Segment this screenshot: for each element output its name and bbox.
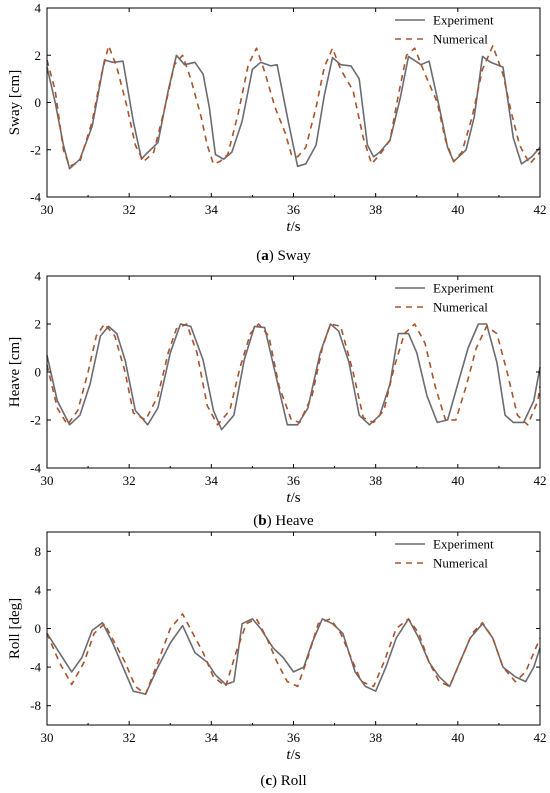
x-tick-label: 30 [41, 202, 54, 217]
panel-caption: (b) Heave [253, 513, 314, 529]
x-tick-label: 42 [534, 730, 547, 745]
x-axis-label-unit: /s [291, 219, 301, 235]
y-tick-label: 8 [35, 544, 42, 559]
y-tick-label: 2 [35, 48, 42, 63]
y-tick-label: 0 [35, 95, 42, 110]
x-tick-label: 36 [287, 730, 301, 745]
caption-tag: ( [253, 513, 258, 529]
y-tick-label: -2 [30, 142, 41, 157]
x-axis-label-unit: /s [291, 490, 301, 506]
x-tick-label: 40 [451, 730, 464, 745]
caption-close: ) [267, 513, 272, 529]
y-axis-label: Heave [cm] [7, 337, 23, 407]
caption-close: ) [272, 773, 277, 789]
series-line-experiment [46, 618, 541, 695]
y-axis-label: Sway [cm] [7, 70, 23, 135]
x-tick-label: 40 [451, 473, 464, 488]
y-axis-label: Roll [deg] [7, 598, 23, 659]
legend-label-experiment: Experiment [433, 13, 494, 28]
x-axis-label: t/s [286, 219, 300, 235]
caption-letter: b [258, 513, 266, 529]
x-tick-label: 36 [287, 473, 301, 488]
caption-title: Roll [277, 773, 307, 789]
x-tick-label: 34 [205, 473, 219, 488]
legend-label-numerical: Numerical [433, 556, 488, 571]
legend-label-experiment: Experiment [433, 281, 494, 296]
x-tick-label: 42 [534, 202, 547, 217]
x-tick-label: 30 [41, 473, 54, 488]
y-tick-label: 0 [35, 365, 42, 380]
y-tick-label: -4 [30, 190, 41, 205]
x-axis-label: t/s [286, 490, 300, 506]
x-tick-label: 30 [41, 730, 54, 745]
x-tick-label: 38 [369, 473, 382, 488]
y-tick-label: -2 [30, 413, 41, 428]
legend-label-experiment: Experiment [433, 537, 494, 552]
y-tick-label: 4 [35, 582, 42, 597]
y-tick-label: -4 [30, 660, 41, 675]
x-tick-label: 38 [369, 202, 382, 217]
series-line-numerical [46, 613, 541, 695]
legend-label-numerical: Numerical [433, 300, 488, 315]
chart-panel-1: 30 32 34 36 38 40 42 -4 -2 0 2 4 Sway [cm] t/s Experim… [7, 1, 547, 265]
x-axis-label-var: t [286, 490, 291, 506]
caption-tag: ( [260, 773, 265, 789]
x-tick-label: 32 [123, 473, 136, 488]
legend-label-numerical: Numerical [433, 32, 488, 47]
series-line-experiment [46, 54, 541, 170]
x-tick-label: 34 [205, 202, 219, 217]
caption-tag: ( [256, 248, 261, 264]
x-axis-label-var: t [286, 219, 291, 235]
x-tick-label: 42 [534, 473, 547, 488]
y-tick-label: -8 [30, 698, 41, 713]
series-line-numerical [46, 323, 541, 426]
x-tick-label: 32 [123, 730, 136, 745]
panel-caption: (c) Roll [260, 773, 306, 789]
panel-caption: (a) Sway [256, 248, 311, 264]
x-axis-label-var: t [286, 747, 291, 763]
y-tick-label: 0 [35, 621, 42, 636]
x-tick-label: 38 [369, 730, 382, 745]
y-tick-label: 4 [35, 1, 42, 16]
series-line-numerical [46, 44, 541, 168]
x-tick-label: 40 [451, 202, 464, 217]
x-tick-label: 32 [123, 202, 136, 217]
y-tick-label: 2 [35, 317, 42, 332]
x-axis-label-unit: /s [291, 747, 301, 763]
chart-panel-2: 30 32 34 36 38 40 42 -4 -2 0 2 4 Heave [cm] t/s Experi… [7, 269, 547, 530]
x-tick-label: 34 [205, 730, 219, 745]
caption-title: Sway [274, 248, 312, 264]
x-tick-label: 36 [287, 202, 301, 217]
series-line-experiment [46, 323, 541, 431]
y-tick-label: -4 [30, 461, 41, 476]
caption-letter: c [265, 773, 272, 789]
y-tick-label: 4 [35, 269, 42, 284]
caption-close: ) [269, 248, 274, 264]
caption-letter: a [261, 248, 269, 264]
x-axis-label: t/s [286, 747, 300, 763]
chart-panel-3: 30 32 34 36 38 40 42 -8 -4 0 4 8 Roll [deg] t/s Experi… [7, 531, 547, 789]
caption-title: Heave [272, 513, 314, 529]
